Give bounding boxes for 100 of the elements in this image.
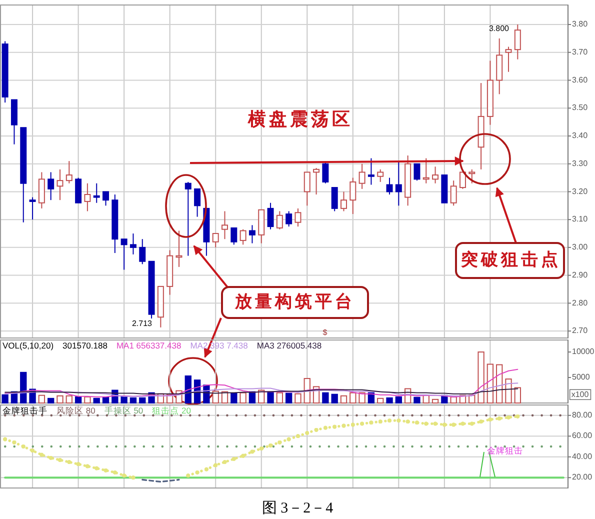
- candlestick: [468, 168, 476, 184]
- bar: [294, 393, 302, 404]
- bar: [120, 396, 128, 404]
- bar: [304, 378, 310, 404]
- text: MA2 393 7.438: [190, 340, 248, 350]
- annotation: 金牌狙击: [487, 445, 523, 456]
- bar: [230, 392, 238, 404]
- candlestick: [358, 163, 366, 190]
- y-tick-label: 3.60: [572, 75, 588, 84]
- candlestick: [505, 46, 512, 72]
- candlestick: [276, 210, 283, 230]
- y-tick-label: 3.30: [572, 158, 588, 168]
- bar: [350, 392, 356, 404]
- y-tick-label: 2.90: [572, 270, 588, 280]
- chart-subtitle: 301570.188: [62, 340, 108, 350]
- y-tick-label: 3.40: [572, 131, 588, 140]
- candlestick: [84, 182, 91, 212]
- candlestick: [222, 210, 228, 240]
- candlestick: [38, 172, 45, 209]
- bar: [20, 372, 27, 404]
- candlestick: [350, 177, 356, 214]
- y-tick-label: 20.00: [572, 472, 593, 482]
- y-tick-label: 3.00: [572, 242, 588, 252]
- bar: [130, 397, 137, 404]
- candlestick: [340, 191, 347, 212]
- bar: [478, 351, 484, 404]
- bar: [38, 394, 46, 404]
- annotation: $: [322, 328, 328, 338]
- y-tick-label: 5000: [572, 372, 590, 382]
- candlestick: [120, 238, 128, 270]
- bar: [276, 392, 284, 404]
- bar: [358, 392, 366, 404]
- y-axis-title: x100: [571, 390, 590, 400]
- chart-title: 金牌狙击手: [2, 405, 48, 416]
- bar: [450, 396, 457, 404]
- candlestick: [267, 202, 274, 230]
- y-tick-label: 3.70: [572, 47, 588, 56]
- bar: [258, 390, 265, 404]
- bar: [139, 397, 146, 404]
- text: MA1 656337.438: [116, 340, 182, 350]
- bar: [331, 394, 338, 404]
- bar: [486, 364, 494, 404]
- candlestick: [230, 227, 238, 246]
- candlestick: [102, 191, 110, 206]
- candlestick: [313, 168, 320, 195]
- text: MA3 276005.438: [256, 340, 322, 350]
- candlestick: [56, 168, 64, 201]
- bar: [84, 396, 91, 404]
- y-tick-label: 2.70: [572, 326, 588, 336]
- bar: [2, 394, 8, 404]
- candlestick: [248, 224, 256, 244]
- candlestick: [176, 230, 182, 268]
- candlestick: [130, 233, 136, 255]
- candlestick: [286, 210, 292, 228]
- bar: [340, 395, 348, 404]
- bar: [414, 396, 420, 404]
- chart-title: VOL(5,10,20): [2, 340, 54, 350]
- bar: [514, 387, 521, 404]
- candlestick: [432, 166, 439, 184]
- candlestick: [48, 172, 54, 201]
- annotation: 突破狙击点: [460, 250, 561, 269]
- candlestick: [459, 172, 466, 190]
- candlestick: [75, 177, 82, 204]
- candlestick: [240, 228, 246, 246]
- bar: [267, 391, 274, 404]
- candlestick: [184, 181, 192, 256]
- y-tick-label: 3.20: [572, 186, 588, 196]
- candlestick: [368, 158, 374, 186]
- bar: [48, 398, 54, 404]
- ref-line-label: 狙击点 20: [152, 405, 192, 416]
- candlestick: [304, 172, 310, 206]
- ref-line-label: 风险区 80: [56, 405, 96, 416]
- bar: [74, 396, 82, 404]
- bar: [432, 398, 439, 404]
- candlestick: [212, 233, 219, 248]
- y-tick-label: 60.00: [572, 431, 593, 440]
- annotation: 横盘震荡区: [247, 109, 353, 130]
- candlestick: [93, 182, 100, 204]
- candlestick: [66, 160, 72, 184]
- y-tick-label: 40.00: [572, 452, 593, 461]
- candlestick: [331, 187, 338, 212]
- candlestick: [450, 180, 457, 206]
- candlestick: [386, 177, 393, 195]
- bar: [56, 395, 64, 404]
- y-tick-label: 3.50: [572, 103, 588, 112]
- candlestick: [414, 163, 420, 182]
- bar: [66, 395, 72, 404]
- bar: [505, 378, 512, 404]
- annotation: 放量构筑平台: [234, 292, 355, 311]
- caption: 图 3－2－4: [262, 500, 334, 516]
- y-tick-label: 3.80: [572, 20, 588, 29]
- y-tick-label: 10000: [572, 347, 595, 356]
- candlestick: [194, 188, 201, 218]
- bar: [184, 375, 192, 404]
- candlestick: [139, 238, 146, 265]
- candlestick: [322, 160, 329, 184]
- y-tick-label: 3.10: [572, 214, 588, 224]
- bar: [395, 396, 402, 404]
- bar: [240, 392, 246, 404]
- annotation: 2.713: [132, 319, 153, 328]
